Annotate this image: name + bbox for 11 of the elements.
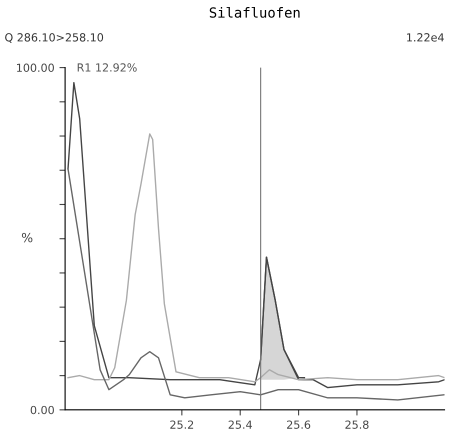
text: 1.22e4 bbox=[407, 33, 444, 42]
y-tick-label: 0.00 bbox=[30, 406, 54, 414]
annotation: R1 12.92% bbox=[78, 63, 137, 72]
x-tick-label: 25.2 bbox=[170, 420, 194, 429]
x-tick-label: 25.6 bbox=[287, 420, 310, 429]
x-tick-label: 25.8 bbox=[345, 420, 369, 429]
text: Q 286.10>258.10 bbox=[5, 33, 104, 43]
y-tick-label: 100.00 bbox=[17, 64, 54, 72]
x-tick-label: 25.4 bbox=[228, 420, 252, 429]
chart-title: Silafluofen bbox=[210, 6, 300, 18]
y-axis-title: % bbox=[22, 232, 32, 242]
